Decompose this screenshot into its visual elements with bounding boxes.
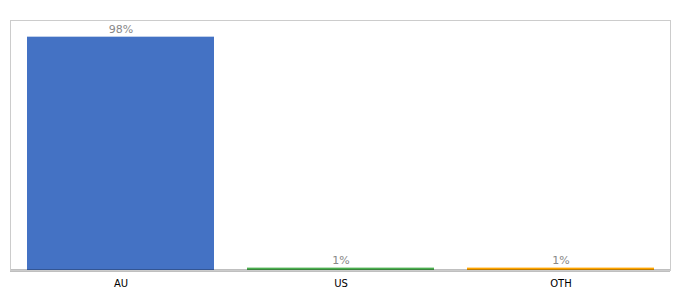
svg-text:US: US: [334, 278, 348, 289]
svg-text:1%: 1%: [552, 254, 569, 267]
svg-text:1%: 1%: [332, 254, 349, 267]
svg-text:AU: AU: [114, 278, 128, 289]
svg-text:98%: 98%: [109, 23, 133, 36]
svg-text:OTH: OTH: [550, 278, 572, 289]
